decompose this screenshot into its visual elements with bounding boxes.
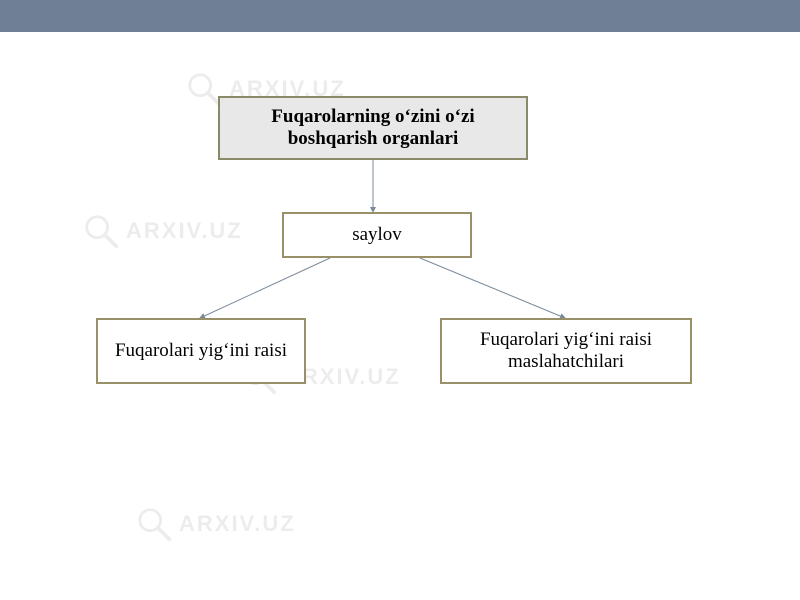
node-label: Fuqarolari yigʻini raisi: [115, 340, 287, 362]
node-saylov: saylov: [282, 212, 472, 258]
node-root: Fuqarolarning oʻzini oʻzi boshqarish org…: [218, 96, 528, 160]
node-label: Fuqarolari yigʻini raisi maslahatchilari: [454, 329, 678, 373]
edge: [420, 258, 565, 318]
magnifier-icon: [135, 505, 173, 543]
top-bar: [0, 0, 800, 32]
node-left: Fuqarolari yigʻini raisi: [96, 318, 306, 384]
magnifier-icon: [82, 212, 120, 250]
watermark-text: ARXIV.UZ: [126, 218, 243, 244]
watermark-text: ARXIV.UZ: [179, 511, 296, 537]
edges-layer: [0, 0, 800, 600]
watermark: ARXIV.UZ: [82, 212, 243, 250]
watermark: ARXIV.UZ: [135, 505, 296, 543]
node-label: saylov: [352, 224, 402, 246]
node-label: Fuqarolarning oʻzini oʻzi boshqarish org…: [232, 106, 514, 150]
node-right: Fuqarolari yigʻini raisi maslahatchilari: [440, 318, 692, 384]
edge: [200, 258, 330, 318]
